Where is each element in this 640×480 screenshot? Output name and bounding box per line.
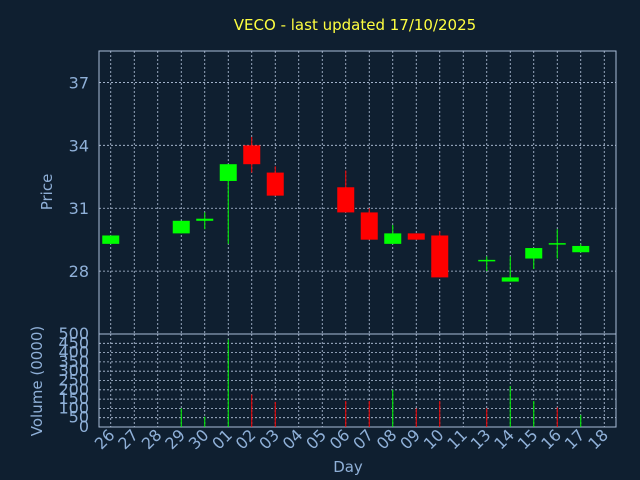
price-tick-label: 28 (69, 262, 89, 281)
candle-body (266, 172, 284, 196)
price-panel: 28 31 34 37 (69, 50, 617, 335)
candle-body (407, 233, 425, 240)
volume-axis-label: Volume (0000) (28, 326, 46, 436)
volume-tick-label: 400 (58, 343, 89, 362)
price-tick-label: 37 (69, 73, 89, 92)
candle-body (525, 248, 543, 259)
volume-tick-label: 150 (58, 389, 89, 408)
price-plot-frame (98, 50, 617, 335)
candle-body (572, 245, 590, 253)
candle-body (501, 277, 519, 282)
candle-body (384, 233, 402, 244)
volume-tick-label: 50 (69, 408, 89, 427)
candle-body (243, 145, 261, 165)
volume-panel: 0501001502002503003504004505002627282930… (58, 324, 617, 453)
candle-body (102, 235, 120, 244)
candle-body (172, 220, 190, 234)
volume-tick-label: 250 (58, 371, 89, 390)
x-axis-label: Day (333, 458, 363, 476)
candle-body (360, 212, 378, 240)
chart-title: VECO - last updated 17/10/2025 (234, 16, 476, 34)
x-tick-label: 18 (584, 425, 612, 453)
volume-tick-label: 500 (58, 324, 89, 343)
volume-tick-label: 0 (79, 417, 89, 436)
volume-tick-label: 200 (58, 380, 89, 399)
candle-body (196, 218, 214, 221)
price-tick-label: 34 (69, 136, 89, 155)
price-tick-label: 31 (69, 199, 89, 218)
volume-tick-label: 350 (58, 352, 89, 371)
candle-body (219, 164, 237, 181)
price-axis-label: Price (38, 174, 56, 211)
candle-body (431, 235, 449, 278)
volume-tick-label: 100 (58, 398, 89, 417)
volume-tick-label: 300 (58, 361, 89, 380)
candle-body (337, 187, 355, 213)
volume-tick-label: 450 (58, 333, 89, 352)
